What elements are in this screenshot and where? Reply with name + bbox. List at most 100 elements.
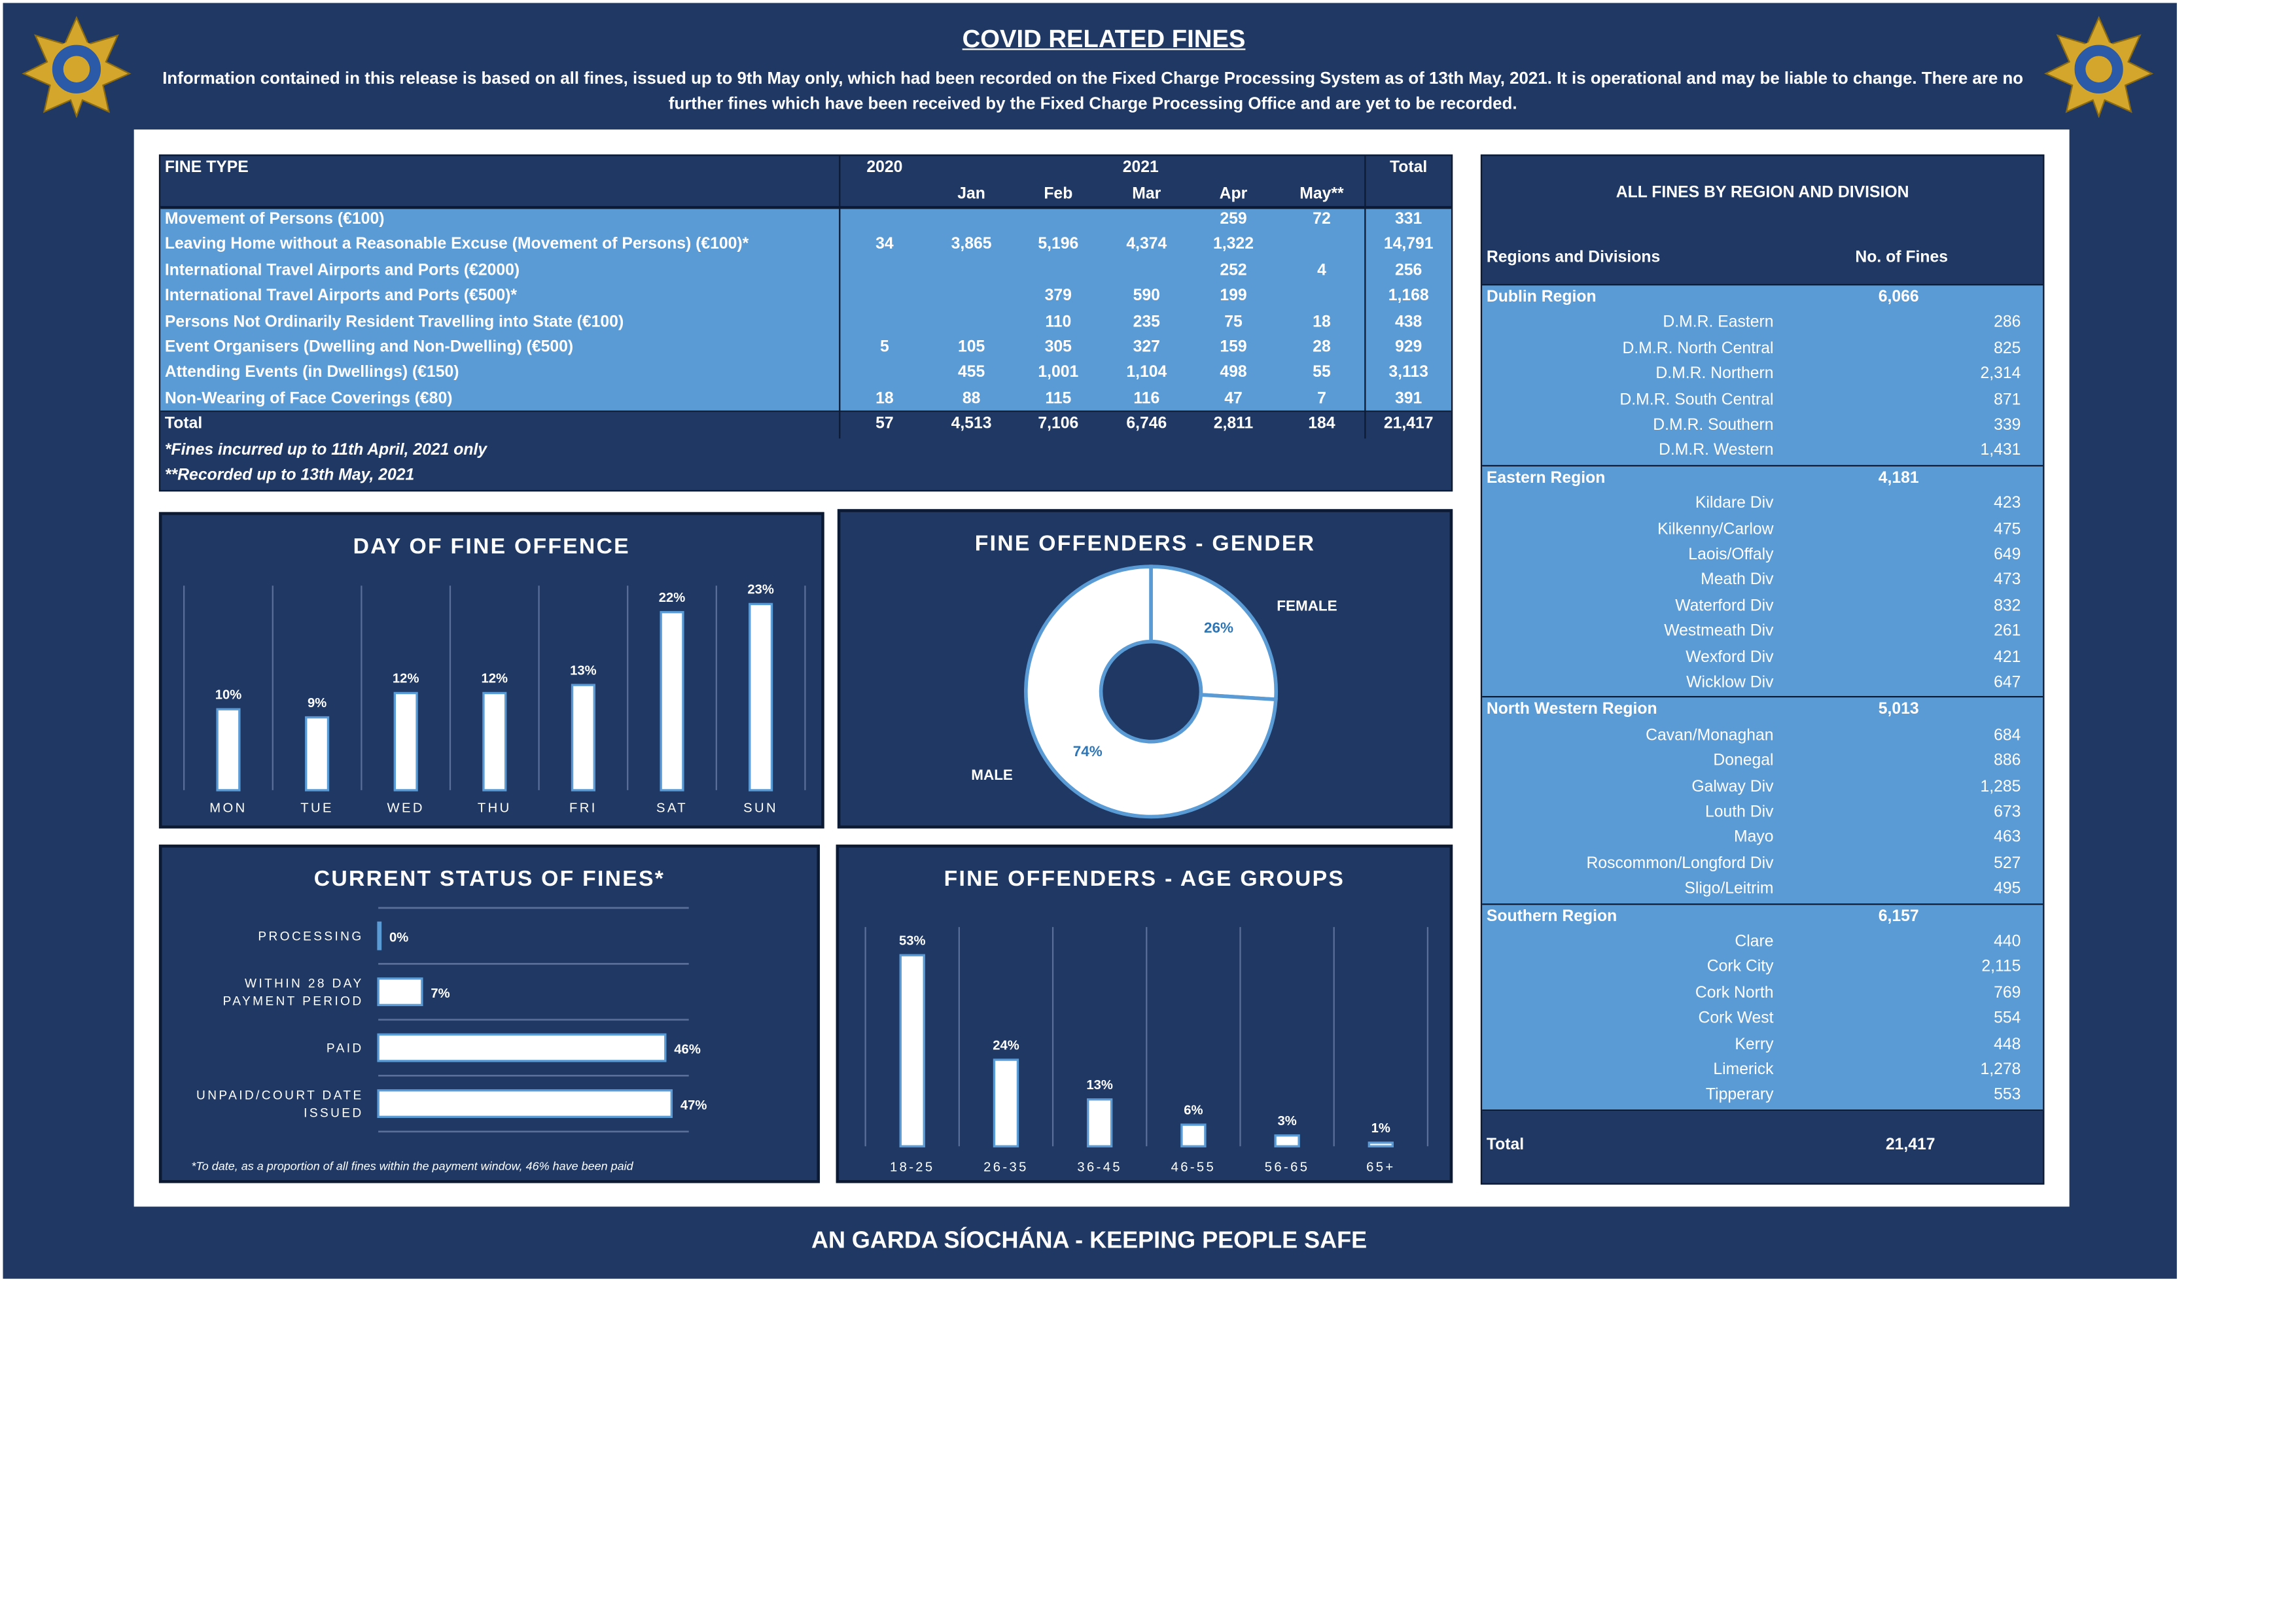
table-row: International Travel Airports and Ports … — [160, 285, 1451, 310]
division-count: 647 — [1994, 674, 2021, 692]
month-header: Jan — [957, 185, 985, 203]
fine-count: 28 — [1313, 338, 1331, 357]
row-total: 438 — [1395, 313, 1422, 331]
division-row: D.M.R. South Central 871 — [1482, 388, 2043, 413]
month-header: Apr — [1219, 185, 1248, 203]
division-count: 495 — [1994, 880, 2021, 898]
data-label: 10% — [215, 688, 242, 702]
column-divider — [1364, 156, 1366, 439]
fine-count: 1,104 — [1126, 364, 1167, 382]
division-row: D.M.R. Western 1,431 — [1482, 439, 2043, 464]
fine-count — [843, 310, 926, 336]
row-total: 391 — [1395, 389, 1422, 408]
chart-footnote: *To date, as a proportion of all fines w… — [191, 1159, 633, 1172]
bar — [482, 691, 507, 792]
division-row: Tipperary 553 — [1482, 1083, 2043, 1109]
category-label: MON — [209, 801, 247, 816]
bar — [1086, 1098, 1113, 1147]
division-name: Roscommon/Longford Div — [1586, 854, 1774, 873]
row-total: 1,168 — [1388, 287, 1429, 305]
division-count: 769 — [1994, 984, 2021, 1002]
legend-label: MALE — [971, 767, 1013, 783]
division-name: Galway Div — [1691, 777, 1774, 795]
division-row: Clare 440 — [1482, 930, 2043, 956]
fine-type-header: FINE TYPE — [164, 158, 249, 177]
region-name: Southern Region — [1486, 907, 1617, 925]
region-total: 4,181 — [1878, 469, 1919, 487]
column-total: 4,513 — [951, 415, 992, 433]
category-label: ISSUED — [304, 1106, 363, 1120]
division-count: 475 — [1994, 520, 2021, 538]
bar — [393, 691, 418, 792]
division-name: Cavan/Monaghan — [1646, 726, 1774, 744]
division-count: 1,431 — [1980, 442, 2021, 460]
region-name: Eastern Region — [1486, 469, 1606, 487]
data-label: 13% — [1086, 1078, 1113, 1092]
donut-slice-male — [1024, 565, 1278, 819]
fine-count: 55 — [1313, 364, 1331, 382]
region-name: North Western Region — [1486, 701, 1657, 719]
division-name: Tipperary — [1705, 1086, 1774, 1104]
category-label: FRI — [569, 801, 597, 816]
data-label: 53% — [899, 934, 926, 948]
fine-count — [930, 258, 1013, 284]
category-label: PAID — [327, 1041, 364, 1055]
chart-title: CURRENT STATUS OF FINES* — [313, 866, 665, 892]
fine-count: 259 — [1220, 210, 1247, 228]
column-total: 184 — [1308, 415, 1335, 433]
chart-title: DAY OF FINE OFFENCE — [353, 534, 630, 559]
category-label: WITHIN 28 DAY — [245, 977, 364, 990]
division-count: 339 — [1994, 416, 2021, 434]
division-count: 673 — [1994, 803, 2021, 822]
table-row: Persons Not Ordinarily Resident Travelli… — [160, 310, 1451, 336]
data-label: 12% — [393, 672, 419, 686]
data-label: 22% — [659, 591, 686, 605]
bar — [1368, 1142, 1394, 1147]
division-name: Kildare Div — [1695, 495, 1774, 513]
chart-title: FINE OFFENDERS - GENDER — [974, 531, 1316, 557]
day-of-offence-chart: DAY OF FINE OFFENCE 10% MON 9% TUE 12% WED 12%… — [158, 512, 824, 829]
region-group: Southern Region 6,157 Clare 440 Cork City 2,1… — [1482, 904, 2043, 1111]
month-header: May** — [1299, 185, 1344, 203]
column-total: 6,746 — [1126, 415, 1167, 433]
totals-row: Total 57 4,513 7,106 6,746 2,811 184 21,417 — [160, 412, 1451, 438]
division-row: Cork City 2,115 — [1482, 956, 2043, 981]
fine-count — [1017, 207, 1099, 233]
garda-crest-logo-right — [2044, 16, 2154, 118]
fine-count: 34 — [875, 236, 894, 254]
division-count: 553 — [1994, 1086, 2021, 1104]
data-label: 6% — [1184, 1103, 1203, 1117]
division-count: 554 — [1994, 1009, 2021, 1028]
division-row: D.M.R. North Central 825 — [1482, 337, 2043, 362]
division-row: D.M.R. Southern 339 — [1482, 413, 2043, 439]
month-header: Feb — [1044, 185, 1073, 203]
region-group: North Western Region 5,013 Cavan/Monaghan 6… — [1482, 698, 2043, 905]
chart-title: FINE OFFENDERS - AGE GROUPS — [944, 866, 1345, 892]
column-total: 57 — [875, 415, 894, 433]
division-row: Laois/Offaly 649 — [1482, 543, 2043, 568]
data-label: 9% — [308, 696, 327, 710]
category-label: PROCESSING — [258, 930, 363, 943]
bar — [660, 611, 684, 792]
division-count: 1,285 — [1980, 777, 2021, 795]
row-total: 3,113 — [1388, 364, 1428, 382]
division-count: 2,314 — [1980, 365, 2021, 383]
division-row: Wicklow Div 647 — [1482, 671, 2043, 697]
division-name: Sligo/Leitrim — [1684, 880, 1774, 898]
regions-table: ALL FINES BY REGION AND DIVISION Regions … — [1480, 154, 2045, 1185]
category-label: SUN — [743, 801, 778, 816]
division-count: 463 — [1994, 829, 2021, 847]
gender-chart: FINE OFFENDERS - GENDER 26% 74% FEMALE MALE — [837, 509, 1453, 829]
division-name: Louth Div — [1704, 803, 1774, 822]
fine-count: 252 — [1220, 261, 1247, 279]
category-label: 56-65 — [1265, 1161, 1310, 1175]
header-divider — [1482, 284, 2043, 286]
division-count: 2,115 — [1981, 958, 2021, 977]
fine-count: 5 — [880, 338, 889, 357]
age-groups-chart: FINE OFFENDERS - AGE GROUPS 53% 18-25 24% 2… — [836, 845, 1453, 1183]
category-label: 36-45 — [1077, 1161, 1122, 1175]
total-header: Total — [1390, 158, 1428, 177]
fine-count: 72 — [1313, 210, 1331, 228]
division-count: 649 — [1994, 546, 2021, 564]
fine-count — [930, 285, 1013, 310]
